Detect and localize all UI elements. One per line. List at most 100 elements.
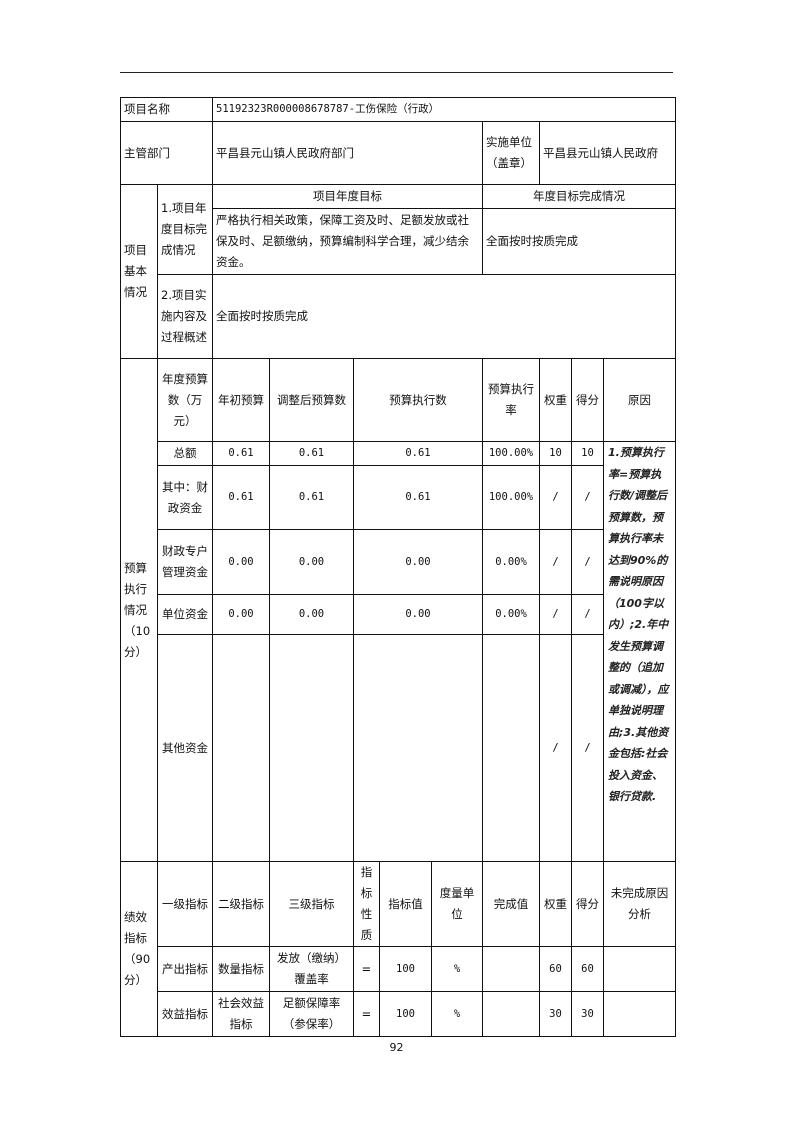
initial xyxy=(212,634,270,862)
rate xyxy=(482,634,540,862)
executed: 0.61 xyxy=(353,441,483,466)
basic-section-label: 项目基本情况 xyxy=(120,184,158,359)
row-name: 财政专户管理资金 xyxy=(157,529,213,595)
budget-header: 原因 xyxy=(602,358,677,442)
impl-unit: 平昌县元山镇人民政府 xyxy=(538,121,677,185)
l1: 效益指标 xyxy=(157,991,213,1037)
row-name: 其他资金 xyxy=(157,634,213,862)
impl-unit-label: 实施单位（盖章） xyxy=(482,121,540,185)
score: / xyxy=(571,465,604,530)
perf-header: 完成值 xyxy=(482,861,540,947)
performance-table: 项目名称 51192323R000008678787-工伤保险（行政） 主管部门… xyxy=(120,97,677,1037)
impl-text: 全面按时按质完成 xyxy=(211,274,677,359)
initial: 0.00 xyxy=(212,529,270,595)
weight: 60 xyxy=(539,946,572,992)
done xyxy=(482,991,540,1037)
weight: / xyxy=(539,529,572,595)
budget-header: 年初预算 xyxy=(212,358,270,442)
weight: / xyxy=(539,634,572,862)
budget-row: 单位资金 0.00 0.00 0.00 0.00% / / xyxy=(121,594,676,635)
perf-header: 二级指标 xyxy=(212,861,270,947)
row-name: 总额 xyxy=(157,441,213,466)
unit: % xyxy=(431,946,483,992)
perf-header: 三级指标 xyxy=(269,861,354,947)
l2: 数量指标 xyxy=(212,946,270,992)
project-name: 51192323R000008678787-工伤保险（行政） xyxy=(211,97,677,122)
row-name: 其中：财政资金 xyxy=(157,465,213,530)
perf-section-label: 绩效指标（90分） xyxy=(120,861,158,1037)
unit: % xyxy=(431,991,483,1037)
row-name: 单位资金 xyxy=(157,594,213,635)
adjusted: 0.61 xyxy=(269,441,354,466)
rate: 0.00% xyxy=(482,529,540,595)
goal-label: 1.项目年度目标完成情况 xyxy=(157,184,213,275)
perf-header: 度量单位 xyxy=(431,861,483,947)
budget-section-label: 预算执行情况（10分） xyxy=(120,358,158,862)
dept-label: 主管部门 xyxy=(120,121,213,185)
l3: 足额保障率（参保率） xyxy=(269,991,354,1037)
value: 100 xyxy=(379,946,432,992)
completion-header: 年度目标完成情况 xyxy=(481,184,677,209)
value: 100 xyxy=(379,991,432,1037)
header-rule xyxy=(120,72,673,73)
weight: 10 xyxy=(539,441,572,466)
l1: 产出指标 xyxy=(157,946,213,992)
score: / xyxy=(571,529,604,595)
budget-row: 总额 0.61 0.61 0.61 100.00% 10 10 1.预算执行率=… xyxy=(121,441,677,862)
done xyxy=(482,946,540,992)
budget-row: 其他资金 / / xyxy=(121,634,676,862)
nature: = xyxy=(353,991,380,1037)
nature: = xyxy=(353,946,380,992)
perf-row: 产出指标 数量指标 发放（缴纳）覆盖率 = 100 % 60 60 xyxy=(121,946,677,992)
executed: 0.00 xyxy=(353,529,483,595)
weight: / xyxy=(539,594,572,635)
budget-header: 调整后预算数 xyxy=(269,358,354,442)
weight: 30 xyxy=(539,991,572,1037)
l2: 社会效益指标 xyxy=(212,991,270,1037)
impl-label: 2.项目实施内容及过程概述 xyxy=(157,274,213,359)
budget-header: 预算执行率 xyxy=(482,358,540,442)
perf-header: 指标性质 xyxy=(353,861,380,947)
goal-text: 严格执行相关政策，保障工资及时、足额发放或社保及时、足额缴纳，预算编制科学合理，… xyxy=(212,208,483,275)
score: 60 xyxy=(571,946,604,992)
budget-header: 预算执行数 xyxy=(353,358,483,442)
perf-header: 权重 xyxy=(539,861,572,947)
goal-header: 项目年度目标 xyxy=(212,184,483,209)
initial: 0.00 xyxy=(212,594,270,635)
score: 10 xyxy=(571,441,604,466)
perf-row: 效益指标 社会效益指标 足额保障率（参保率） = 100 % 30 30 xyxy=(121,991,677,1037)
score: 30 xyxy=(571,991,604,1037)
initial: 0.61 xyxy=(212,465,270,530)
executed: 0.00 xyxy=(353,594,483,635)
budget-row: 其中：财政资金 0.61 0.61 0.61 100.00% / / xyxy=(121,465,676,530)
reason-note: 1.预算执行率=预算执行数/调整后预算数，预算执行率未达到90%的需说明原因（1… xyxy=(602,441,677,862)
score: / xyxy=(571,634,604,862)
perf-header: 未完成原因分析 xyxy=(602,861,677,947)
reason xyxy=(602,946,677,992)
perf-header: 一级指标 xyxy=(157,861,213,947)
adjusted: 0.00 xyxy=(269,529,354,595)
perf-header: 指标值 xyxy=(379,861,432,947)
project-name-label: 项目名称 xyxy=(120,97,213,122)
budget-header: 得分 xyxy=(571,358,604,442)
rate: 100.00% xyxy=(482,441,540,466)
l3: 发放（缴纳）覆盖率 xyxy=(269,946,354,992)
reason xyxy=(602,991,677,1037)
score: / xyxy=(571,594,604,635)
budget-header: 权重 xyxy=(539,358,572,442)
rate: 100.00% xyxy=(482,465,540,530)
rate: 0.00% xyxy=(482,594,540,635)
completion-text: 全面按时按质完成 xyxy=(481,208,677,275)
adjusted: 0.61 xyxy=(269,465,354,530)
page-number: 92 xyxy=(389,1041,404,1054)
executed: 0.61 xyxy=(353,465,483,530)
budget-header: 年度预算数（万元） xyxy=(157,358,213,442)
dept: 平昌县元山镇人民政府部门 xyxy=(212,121,483,185)
initial: 0.61 xyxy=(212,441,270,466)
weight: / xyxy=(539,465,572,530)
adjusted: 0.00 xyxy=(269,594,354,635)
perf-header: 得分 xyxy=(571,861,604,947)
executed xyxy=(353,634,483,862)
budget-row: 财政专户管理资金 0.00 0.00 0.00 0.00% / / xyxy=(121,529,676,595)
adjusted xyxy=(269,634,354,862)
